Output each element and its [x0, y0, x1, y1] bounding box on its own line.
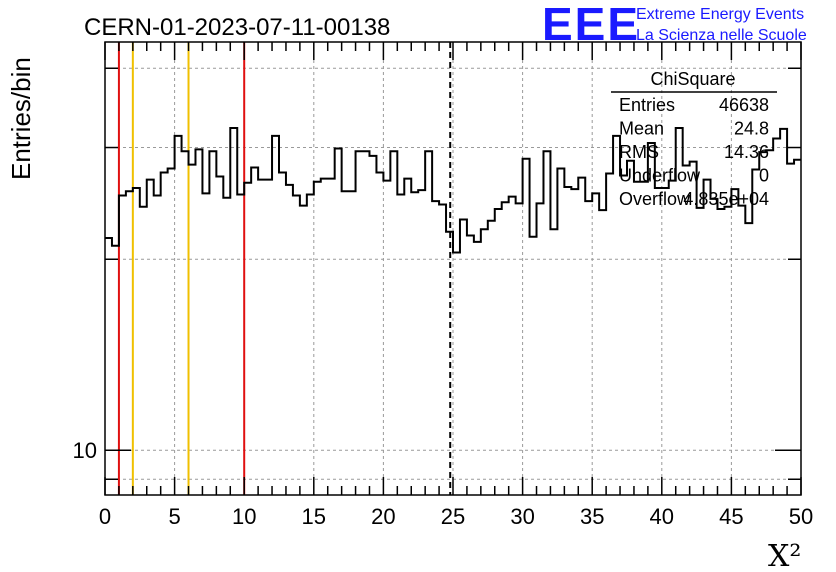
stats-label: RMS [619, 142, 659, 162]
stats-label: Overflow [619, 189, 691, 209]
x-tick-label: 50 [789, 504, 813, 529]
reference-lines [117, 42, 452, 495]
y-tick-label: 10 [73, 438, 97, 463]
x-tick-labels: 0 5 10 15 20 25 30 35 40 45 50 [99, 504, 813, 529]
logo-line-1: Extreme Energy Events [636, 6, 804, 23]
x-tick-label: 25 [441, 504, 465, 529]
grid-lines [105, 42, 801, 495]
histogram-line [105, 127, 801, 254]
run-title: CERN-01-2023-07-11-00138 [84, 14, 390, 41]
eee-logo: EEE [542, 0, 640, 50]
x-tick-label: 20 [371, 504, 395, 529]
x-tick-label: 10 [232, 504, 256, 529]
stats-value: 24.8 [734, 119, 769, 139]
stats-value: 0 [759, 166, 769, 186]
stats-value: 14.36 [724, 142, 769, 162]
x-tick-label: 0 [99, 504, 111, 529]
y-axis-label: Entries/bin [6, 57, 36, 180]
x-tick-label: 45 [719, 504, 743, 529]
stats-value: 4.835e+04 [683, 189, 769, 209]
axis-ticks [104, 42, 802, 495]
stats-label: Entries [619, 95, 675, 115]
stats-label: Underflow [619, 166, 701, 186]
x-tick-label: 15 [302, 504, 326, 529]
stats-title: ChiSquare [650, 69, 735, 89]
stats-box: ChiSquare Entries 46638 Mean 24.8 RMS 14.36 Un… [611, 69, 777, 209]
stats-value: 46638 [719, 95, 769, 115]
y-tick-labels: 10 [73, 438, 97, 463]
x-tick-label: 30 [510, 504, 534, 529]
logo-line-2: La Scienza nelle Scuole [636, 27, 807, 44]
x-tick-label: 35 [580, 504, 604, 529]
x-tick-label: 40 [650, 504, 674, 529]
x-axis-label: X² [768, 539, 801, 572]
x-tick-label: 5 [168, 504, 180, 529]
stats-label: Mean [619, 119, 664, 139]
